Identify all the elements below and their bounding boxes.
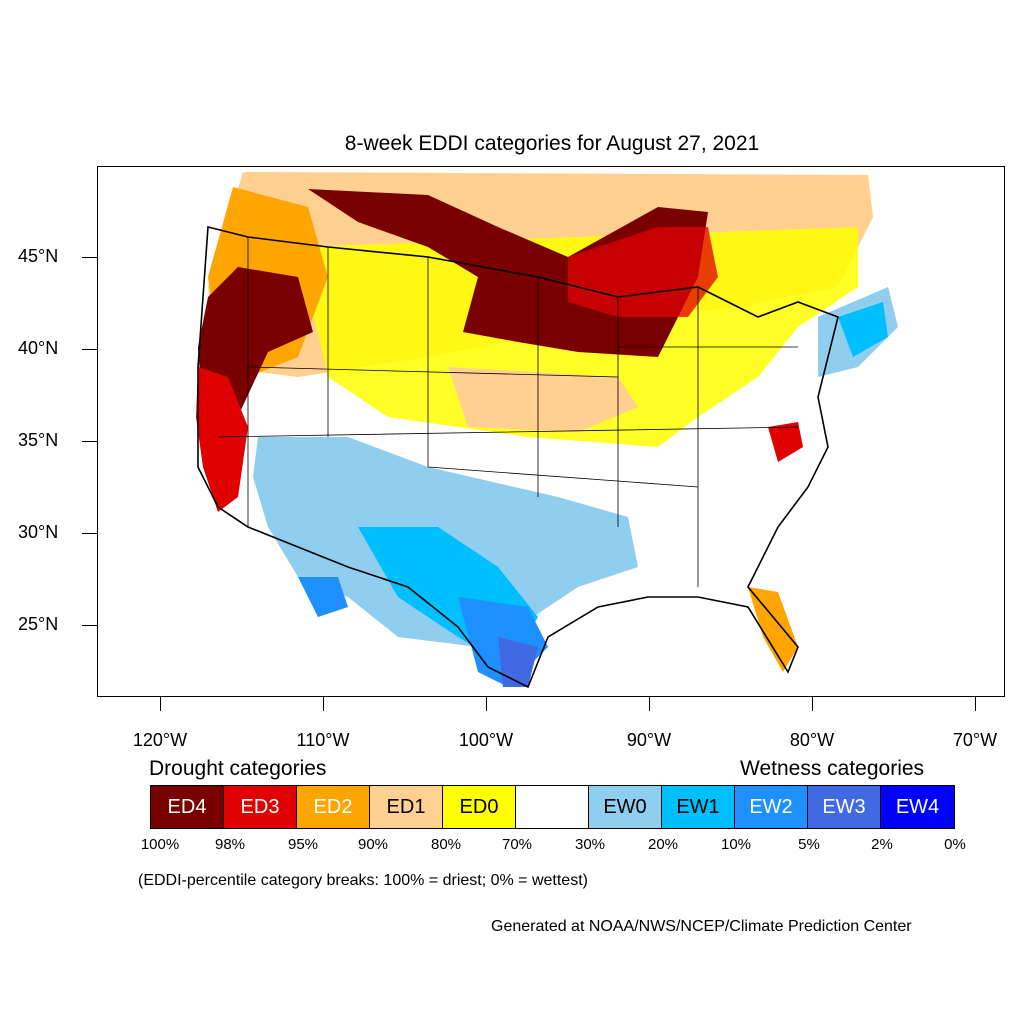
x-tick xyxy=(486,697,487,711)
x-tick xyxy=(975,697,976,711)
legend-ed3: ED3 xyxy=(224,786,297,828)
legend-ew4: EW4 xyxy=(881,786,954,828)
category-breaks-note: (EDDI-percentile category breaks: 100% =… xyxy=(138,872,588,889)
y-tick xyxy=(82,349,97,350)
percent-break: 80% xyxy=(430,836,462,853)
legend-neutral xyxy=(516,786,589,828)
legend-ed2: ED2 xyxy=(297,786,370,828)
ed2-region-florida xyxy=(748,587,798,672)
ed3-region-virginia xyxy=(768,422,803,462)
percent-break: 5% xyxy=(798,836,820,853)
percent-break: 10% xyxy=(720,836,752,853)
y-tick xyxy=(82,441,97,442)
legend-ed4: ED4 xyxy=(151,786,224,828)
percent-break: 70% xyxy=(501,836,533,853)
ed1-region-plains xyxy=(448,367,638,432)
category-legend: ED4 ED3 ED2 ED1 ED0 EW0 EW1 EW2 EW3 EW4 xyxy=(150,785,955,829)
y-label-40n: 40°N xyxy=(18,338,59,358)
percent-break: 20% xyxy=(647,836,679,853)
x-tick xyxy=(323,697,324,711)
x-label-70w: 70°W xyxy=(952,730,998,750)
x-tick xyxy=(812,697,813,711)
x-label-110w: 110°W xyxy=(296,730,350,750)
y-tick xyxy=(82,257,97,258)
x-label-90w: 90°W xyxy=(626,730,672,750)
y-tick xyxy=(82,625,97,626)
wetness-categories-header: Wetness categories xyxy=(740,757,925,780)
x-tick xyxy=(649,697,650,711)
state-lines xyxy=(217,237,799,587)
ed4-region-north xyxy=(308,189,708,357)
percent-break: 2% xyxy=(871,836,893,853)
legend-ew2: EW2 xyxy=(735,786,808,828)
eddi-map-canvas xyxy=(196,172,898,689)
y-label-25n: 25°N xyxy=(18,614,59,634)
x-label-80w: 80°W xyxy=(789,730,835,750)
eddi-map xyxy=(97,166,1005,697)
credit-line: Generated at NOAA/NWS/NCEP/Climate Predi… xyxy=(491,918,912,935)
percent-break: 30% xyxy=(574,836,606,853)
legend-ed0: ED0 xyxy=(443,786,516,828)
y-label-35n: 35°N xyxy=(18,430,59,450)
ew3-region-texas-coast xyxy=(498,637,538,687)
x-label-100w: 100°W xyxy=(458,730,514,750)
ed3-region-california xyxy=(196,367,248,512)
ew2-region-baja xyxy=(298,577,348,617)
percent-break: 90% xyxy=(357,836,389,853)
y-tick xyxy=(82,533,97,534)
legend-ew3: EW3 xyxy=(808,786,881,828)
conus-outline xyxy=(197,225,839,689)
percent-break: 98% xyxy=(214,836,246,853)
y-label-45n: 45°N xyxy=(18,246,59,266)
drought-categories-header: Drought categories xyxy=(149,757,327,780)
map-title: 8-week EDDI categories for August 27, 20… xyxy=(344,132,760,155)
legend-ew1: EW1 xyxy=(662,786,735,828)
x-label-120w: 120°W xyxy=(132,730,188,750)
percent-break: 100% xyxy=(140,836,180,853)
legend-ed1: ED1 xyxy=(370,786,443,828)
percent-break: 95% xyxy=(287,836,319,853)
y-label-30n: 30°N xyxy=(18,522,59,542)
legend-ew0: EW0 xyxy=(589,786,662,828)
percent-break: 0% xyxy=(944,836,966,853)
x-tick xyxy=(160,697,161,711)
ew1-region-northeast xyxy=(838,302,888,357)
